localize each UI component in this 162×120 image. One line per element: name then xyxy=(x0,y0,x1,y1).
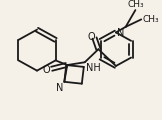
Text: O: O xyxy=(88,32,95,42)
Text: NH: NH xyxy=(86,63,100,73)
Text: O: O xyxy=(42,65,50,75)
Text: N: N xyxy=(117,28,125,38)
Text: N: N xyxy=(56,83,63,93)
Text: CH₃: CH₃ xyxy=(127,0,144,9)
Text: CH₃: CH₃ xyxy=(142,15,159,24)
